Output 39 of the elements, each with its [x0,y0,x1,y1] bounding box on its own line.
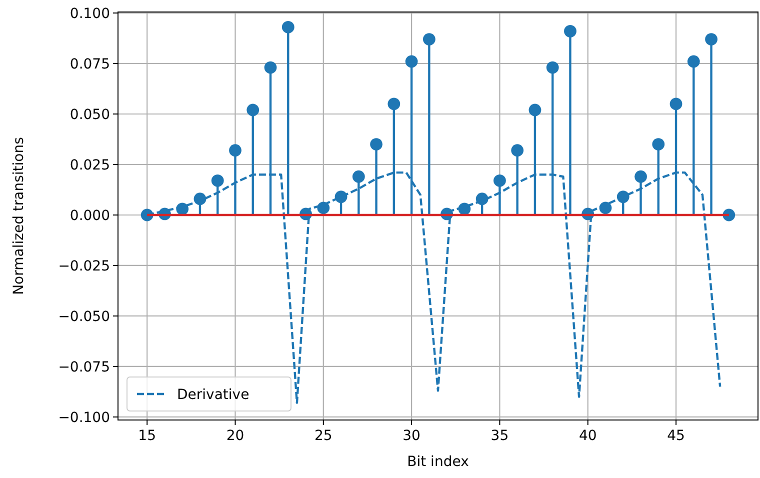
point [564,24,576,38]
point [422,33,436,46]
point [388,98,400,110]
y-tick-label: −0.100 [58,410,110,426]
x-tick-label: 35 [490,428,509,444]
point [705,33,718,46]
x-tick-label: 30 [402,428,420,444]
y-tick-label: 0.075 [70,56,110,73]
y-tick-label: 0.100 [70,6,110,22]
point [652,138,665,150]
point [229,144,242,157]
y-tick-label: 0.050 [70,107,110,123]
x-tick-label: 20 [226,428,244,444]
point [405,55,418,68]
point [494,174,506,187]
y-tick-label: 0.000 [70,208,110,224]
y-tick-label: −0.025 [58,258,110,274]
point [634,170,647,183]
legend-label: Derivative [177,387,250,403]
y-tick-label: 0.025 [70,157,110,174]
y-axis-title: Normalized transitions [11,137,27,295]
point [528,104,542,116]
point [211,174,224,187]
point [264,61,277,74]
x-tick-label: 40 [578,428,597,444]
x-axis-title: Bit index [407,454,469,470]
point [370,138,382,150]
point [246,104,260,116]
point [282,20,294,34]
y-tick-label: −0.050 [58,308,110,325]
point [687,55,700,68]
point [511,144,524,157]
point [670,98,682,110]
point [546,61,559,74]
y-tick-label: −0.075 [58,359,110,376]
x-tick-label: 15 [138,428,156,444]
x-tick-label: 25 [314,428,332,444]
x-tick-label: 45 [667,428,685,444]
point [352,170,365,183]
